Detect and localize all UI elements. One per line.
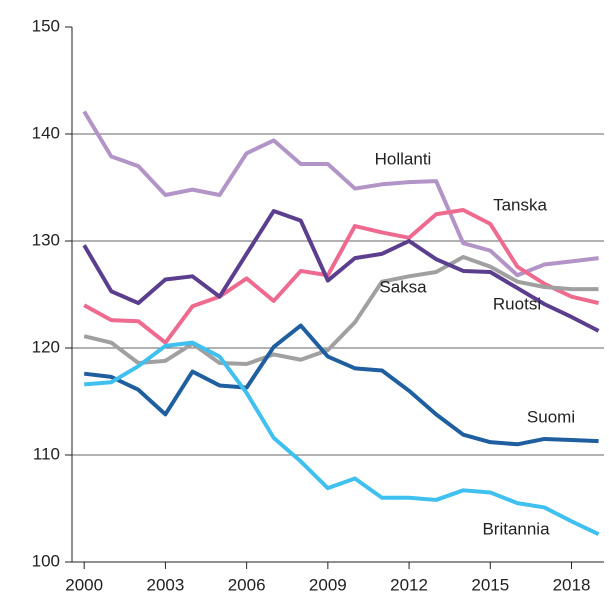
series-label: Hollanti [375, 149, 432, 168]
x-tick-label: 2012 [390, 575, 428, 594]
y-tick-label: 110 [33, 444, 60, 463]
x-tick-label: 2003 [146, 575, 184, 594]
y-tick-label: 120 [32, 337, 60, 356]
series-line [82, 110, 599, 278]
series-line [83, 323, 599, 447]
series-label: Saksa [379, 277, 427, 296]
x-tick-label: 2015 [471, 575, 509, 594]
series-line [83, 207, 600, 345]
y-tick-label: 150 [32, 16, 60, 35]
y-tick-label: 130 [32, 230, 60, 249]
series-label: Suomi [527, 407, 575, 426]
series-line [84, 340, 600, 536]
y-tick-label: 140 [32, 123, 60, 142]
series-label: Ruotsi [493, 294, 541, 313]
x-tick-label: 2006 [228, 575, 266, 594]
x-tick-label: 2018 [553, 575, 591, 594]
x-tick-label: 2000 [65, 575, 103, 594]
series-label: Britannia [482, 519, 550, 538]
x-tick-label: 2009 [309, 575, 347, 594]
series-line [83, 255, 599, 367]
series-label: Tanska [493, 195, 547, 214]
y-tick-label: 100 [32, 551, 60, 570]
series-line [82, 209, 600, 333]
